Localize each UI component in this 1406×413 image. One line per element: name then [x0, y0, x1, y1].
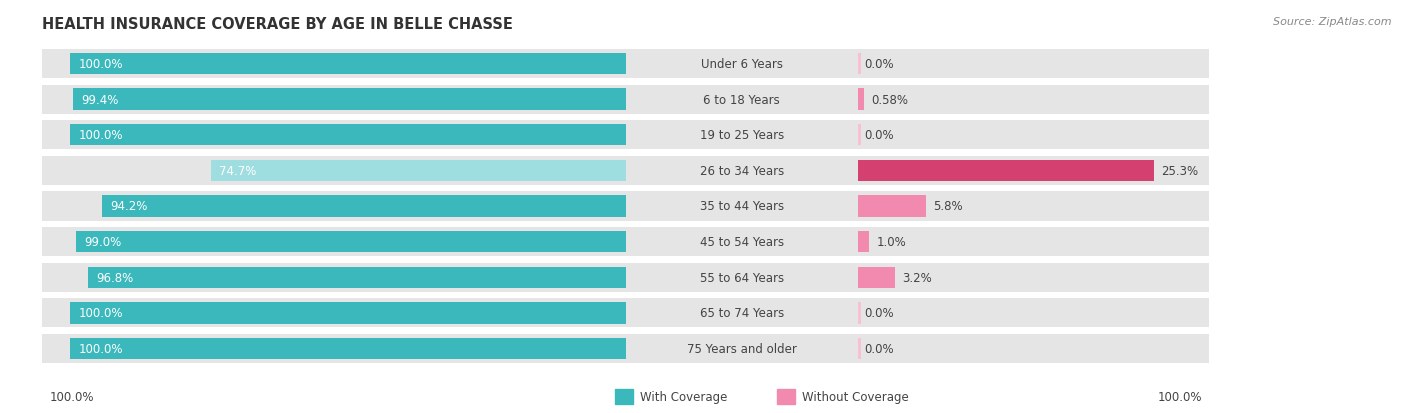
Bar [626, 299, 858, 328]
Bar [76, 231, 626, 253]
Bar [626, 228, 858, 256]
Bar [858, 157, 1209, 185]
Text: 55 to 64 Years: 55 to 64 Years [700, 271, 783, 284]
Bar [858, 89, 865, 111]
Text: 26 to 34 Years: 26 to 34 Years [700, 164, 783, 178]
Bar [858, 263, 1209, 292]
Bar [858, 125, 860, 146]
Bar [42, 334, 626, 363]
Text: 74.7%: 74.7% [219, 164, 256, 178]
Text: 0.0%: 0.0% [865, 342, 894, 355]
Bar [858, 85, 1209, 114]
Bar [103, 196, 626, 217]
Text: With Coverage: With Coverage [641, 390, 728, 403]
Bar [42, 50, 626, 79]
Text: 0.0%: 0.0% [865, 129, 894, 142]
Text: 100.0%: 100.0% [79, 342, 122, 355]
Bar [42, 121, 626, 150]
Text: 99.0%: 99.0% [84, 235, 121, 249]
Bar [858, 299, 1209, 328]
Bar [211, 160, 626, 182]
Text: Under 6 Years: Under 6 Years [700, 58, 783, 71]
Text: 100.0%: 100.0% [79, 58, 122, 71]
Text: 35 to 44 Years: 35 to 44 Years [700, 200, 783, 213]
Text: 0.0%: 0.0% [865, 58, 894, 71]
Bar [42, 157, 626, 185]
Text: 65 to 74 Years: 65 to 74 Years [700, 306, 783, 320]
Bar [70, 125, 626, 146]
Text: 96.8%: 96.8% [96, 271, 134, 284]
Text: 5.8%: 5.8% [932, 200, 962, 213]
Bar [858, 50, 1209, 79]
Text: 0.58%: 0.58% [872, 93, 908, 107]
Text: 3.2%: 3.2% [903, 271, 932, 284]
Text: 100.0%: 100.0% [79, 129, 122, 142]
Bar [70, 54, 626, 75]
Text: 100.0%: 100.0% [1157, 390, 1202, 403]
Bar [858, 54, 860, 75]
Bar [626, 157, 858, 185]
Bar [858, 160, 1154, 182]
Text: 45 to 54 Years: 45 to 54 Years [700, 235, 783, 249]
Text: 0.0%: 0.0% [865, 306, 894, 320]
Bar [626, 85, 858, 114]
Bar [858, 231, 869, 253]
Text: 100.0%: 100.0% [49, 390, 94, 403]
Text: 94.2%: 94.2% [111, 200, 148, 213]
Bar [42, 299, 626, 328]
Text: HEALTH INSURANCE COVERAGE BY AGE IN BELLE CHASSE: HEALTH INSURANCE COVERAGE BY AGE IN BELL… [42, 17, 513, 31]
Text: 6 to 18 Years: 6 to 18 Years [703, 93, 780, 107]
Text: 19 to 25 Years: 19 to 25 Years [700, 129, 783, 142]
Bar [626, 263, 858, 292]
Text: Without Coverage: Without Coverage [801, 390, 908, 403]
Text: 25.3%: 25.3% [1161, 164, 1198, 178]
Bar [858, 334, 1209, 363]
Bar [42, 192, 626, 221]
Text: 75 Years and older: 75 Years and older [686, 342, 797, 355]
Bar [858, 338, 860, 359]
Text: 1.0%: 1.0% [876, 235, 905, 249]
Bar [87, 267, 626, 288]
Bar [73, 89, 626, 111]
Text: 100.0%: 100.0% [79, 306, 122, 320]
Bar [42, 263, 626, 292]
Bar [858, 267, 896, 288]
Text: 99.4%: 99.4% [82, 93, 120, 107]
Bar [626, 192, 858, 221]
Bar [626, 50, 858, 79]
Bar [70, 338, 626, 359]
Bar [858, 302, 860, 324]
Bar [70, 302, 626, 324]
Bar [858, 228, 1209, 256]
Bar [858, 196, 925, 217]
Bar [626, 121, 858, 150]
Bar [42, 228, 626, 256]
Bar [42, 85, 626, 114]
Bar [858, 192, 1209, 221]
Text: Source: ZipAtlas.com: Source: ZipAtlas.com [1274, 17, 1392, 26]
Bar [626, 334, 858, 363]
Bar [858, 121, 1209, 150]
